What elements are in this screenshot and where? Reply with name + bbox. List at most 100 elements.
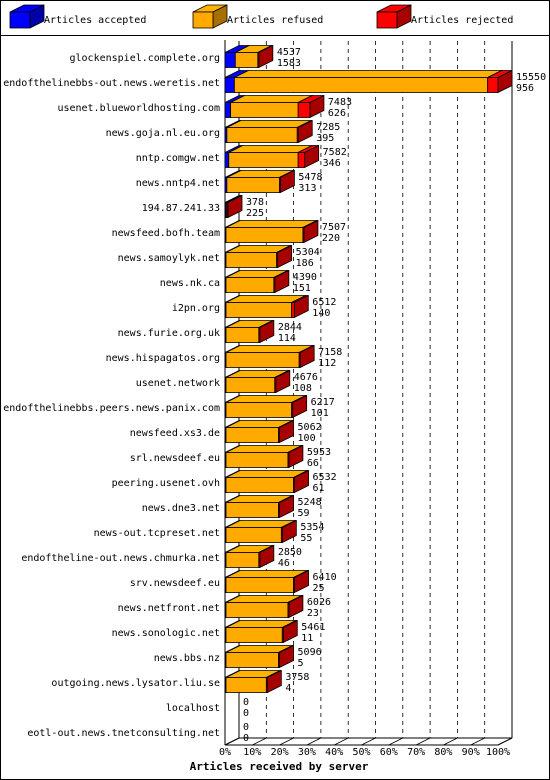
rejected-count-label: 11 (301, 633, 313, 644)
server-label: nntp.comgw.net (136, 153, 220, 164)
server-label: news.hispagatos.org (106, 353, 220, 364)
rejected-count-label: 0 (243, 733, 249, 744)
x-tick-label-10: 100% (486, 747, 510, 758)
bar-rejected (302, 219, 319, 244)
x-tick-label-5: 50% (352, 747, 370, 758)
rejected-count-label: 225 (246, 208, 264, 219)
bar-row-1: endofthelinebbs-out.news.weretis.net 1555… (3, 69, 546, 94)
rejected-count-label: 112 (318, 358, 336, 369)
refused-count-label: 0 (243, 697, 249, 708)
rejected-count-label: 61 (313, 483, 325, 494)
tick-6 (388, 737, 403, 746)
bar-rejected-front (273, 277, 276, 293)
tick-8 (443, 737, 458, 746)
bar-accepted-front (224, 77, 235, 93)
server-label: endofthelinebbs-out.news.weretis.net (3, 78, 220, 89)
refused-count-label: 5478 (298, 172, 322, 183)
bar-refused-front (225, 427, 279, 443)
legend-swatch-1 (192, 4, 228, 29)
refused-count-label: 3758 (285, 672, 309, 683)
server-label: peering.usenet.ovh (112, 478, 220, 489)
server-label: news-out.tcpreset.net (94, 528, 220, 539)
refused-count-label: 7483 (328, 97, 352, 108)
x-tick-label-1: 10% (243, 747, 261, 758)
bar-rejected (279, 169, 295, 194)
refused-count-label: 5304 (296, 247, 320, 258)
server-label: news.sonologic.net (112, 628, 220, 639)
refused-count-label: 5354 (300, 522, 324, 533)
bar-rejected-front (274, 377, 277, 393)
rejected-count-label: 313 (298, 183, 316, 194)
bar-rejected-front (287, 452, 290, 468)
server-label: glockenspiel.complete.org (69, 53, 220, 64)
bar-row-26: localhost 00 (166, 697, 249, 719)
bar-refused-front (225, 402, 293, 418)
legend-label-2: Articles rejected (411, 15, 513, 26)
tick-3 (306, 737, 322, 746)
server-label: 194.87.241.33 (142, 203, 220, 214)
tick-5 (361, 737, 376, 746)
bar-rejected-front (302, 227, 305, 243)
bar-rejected (293, 469, 309, 494)
bar-rejected-front (226, 202, 229, 218)
bar-refused-front (225, 227, 304, 243)
server-label: i2pn.org (172, 303, 220, 314)
bar-rejected (291, 394, 308, 419)
tick-0 (224, 737, 240, 746)
rejected-count-label: 220 (322, 233, 340, 244)
legend-swatch-0 (9, 4, 45, 29)
bar-rejected (291, 294, 309, 319)
bar-rejected (293, 569, 309, 594)
bar-rejected-front (487, 77, 499, 93)
bar-rejected (297, 94, 325, 119)
bar-rejected-front (258, 552, 261, 568)
bar-rejected-front (287, 602, 290, 618)
refused-count-label: 5248 (298, 497, 322, 508)
bar-refused-front (230, 102, 299, 118)
bar-rejected-front (291, 302, 295, 318)
server-label: news.dne3.net (142, 503, 220, 514)
plot-area: 0% 10% 20% 30% 40% 50% 60% 70% 80% 90% 100% glocken… (3, 40, 546, 758)
rejected-count-label: 66 (307, 458, 319, 469)
bar-rejected-front (281, 627, 284, 643)
bar-rejected-front (296, 127, 299, 143)
bar-rejected (280, 519, 297, 544)
refused-count-label: 0 (243, 722, 249, 733)
bar-rejected-front (265, 677, 268, 693)
bar-refused-front (225, 552, 260, 568)
refused-count-label: 6217 (311, 397, 335, 408)
bar-refused-top (225, 220, 318, 228)
bar-refused-front (225, 452, 289, 468)
bar-rejected (258, 319, 275, 344)
bar-refused-front (225, 502, 279, 518)
bar-refused-front (225, 302, 293, 318)
server-label: eotl-out.news.tnetconsulting.net (27, 728, 220, 739)
x-tick-label-3: 30% (298, 747, 316, 758)
bar-rejected (298, 344, 315, 369)
bar-refused-front (226, 177, 280, 193)
refused-count-label: 7158 (318, 347, 342, 358)
bar-rejected (281, 619, 298, 644)
bar-refused-front (225, 377, 276, 393)
rejected-count-label: 1583 (277, 58, 301, 69)
bar-refused-front (225, 352, 300, 368)
rejected-count-label: 46 (278, 558, 290, 569)
bar-rejected (276, 244, 293, 269)
refused-count-label: 4390 (293, 272, 317, 283)
bar-rejected-front (279, 177, 281, 193)
rejected-count-label: 151 (293, 283, 311, 294)
refused-count-label: 5461 (301, 622, 325, 633)
bar-rejected (297, 144, 320, 169)
refused-count-label: 5953 (307, 447, 331, 458)
refused-count-label: 6512 (312, 297, 336, 308)
bar-rejected-front (298, 352, 301, 368)
